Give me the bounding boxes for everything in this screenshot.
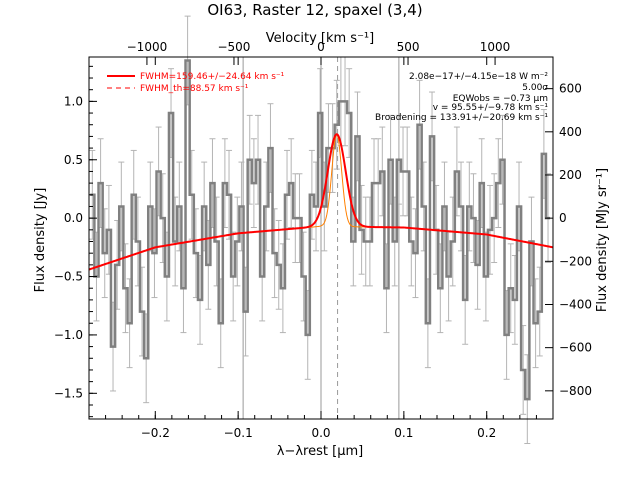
right-tick-label-5: 200 <box>559 168 582 182</box>
bottom-ticks: −0.2 −0.1 0.0 0.1 0.2 <box>105 57 537 440</box>
top-tick-label-0: −1000 <box>127 40 168 54</box>
top-ticks: −1000 −500 0 500 1000 <box>127 40 511 65</box>
y-tick-label-2: −0.5 <box>54 270 83 284</box>
top-tick-label-2: 0 <box>317 40 325 54</box>
x-axis-label: λ−λrest [μm] <box>277 444 363 459</box>
annotation-significance: 5.00σ <box>522 83 548 93</box>
y-tick-label-3: 0.0 <box>64 211 83 225</box>
legend: FWHM=159.46+/−24.64 km s⁻¹ FWHM_th=88.57… <box>107 72 285 94</box>
annotation-broadening: Broadening = 133.91+/−20.69 km s⁻¹ <box>375 113 548 123</box>
data-series-line <box>90 59 551 401</box>
right-tick-label-3: −200 <box>559 254 592 268</box>
fit-line <box>88 133 554 271</box>
top-axis-label: Velocity [km s⁻¹] <box>266 31 374 46</box>
right-tick-label-1: −600 <box>559 341 592 355</box>
right-ticks: −800 −600 −400 −200 0 200 400 600 <box>545 82 592 398</box>
fit-layer <box>88 133 554 271</box>
fit-annotations: 2.08e−17+/−4.15e−18 W m⁻² 5.00σ EQWobs =… <box>375 72 548 123</box>
x-tick-label-0: −0.2 <box>141 426 170 440</box>
right-tick-label-6: 400 <box>559 125 582 139</box>
x-tick-label-1: −0.1 <box>224 426 253 440</box>
annotation-flux: 2.08e−17+/−4.15e−18 W m⁻² <box>409 72 548 82</box>
chart-title: OI63, Raster 12, spaxel (3,4) <box>207 1 422 19</box>
annotation-eqw: EQWobs = −0.73 μm <box>453 94 548 104</box>
right-tick-label-2: −400 <box>559 297 592 311</box>
y-tick-label-4: 0.5 <box>64 153 83 167</box>
y-tick-label-5: 1.0 <box>64 94 83 108</box>
x-tick-label-4: 0.2 <box>477 426 496 440</box>
right-tick-label-7: 600 <box>559 82 582 96</box>
right-tick-label-4: 0 <box>559 211 567 225</box>
y-axis-label-right: Flux density [MJy sr⁻¹] <box>595 168 610 312</box>
legend-label-fwhm: FWHM=159.46+/−24.64 km s⁻¹ <box>140 72 285 82</box>
x-tick-label-3: 0.1 <box>394 426 413 440</box>
right-tick-label-0: −800 <box>559 384 592 398</box>
x-tick-label-2: 0.0 <box>311 426 330 440</box>
top-tick-label-1: −500 <box>217 40 250 54</box>
data-layer <box>90 59 551 401</box>
left-ticks: −1.5 −1.0 −0.5 0.0 0.5 1.0 <box>54 65 97 418</box>
y-axis-label-left: Flux density [Jy] <box>33 188 48 293</box>
top-tick-label-3: 500 <box>397 40 420 54</box>
y-tick-label-0: −1.5 <box>54 386 83 400</box>
annotation-velocity: v = 95.55+/−9.78 km s⁻¹ <box>433 103 549 113</box>
legend-label-fwhm-th: FWHM_th=88.57 km s⁻¹ <box>140 84 249 94</box>
y-tick-label-1: −1.0 <box>54 328 83 342</box>
top-tick-label-4: 1000 <box>480 40 511 54</box>
